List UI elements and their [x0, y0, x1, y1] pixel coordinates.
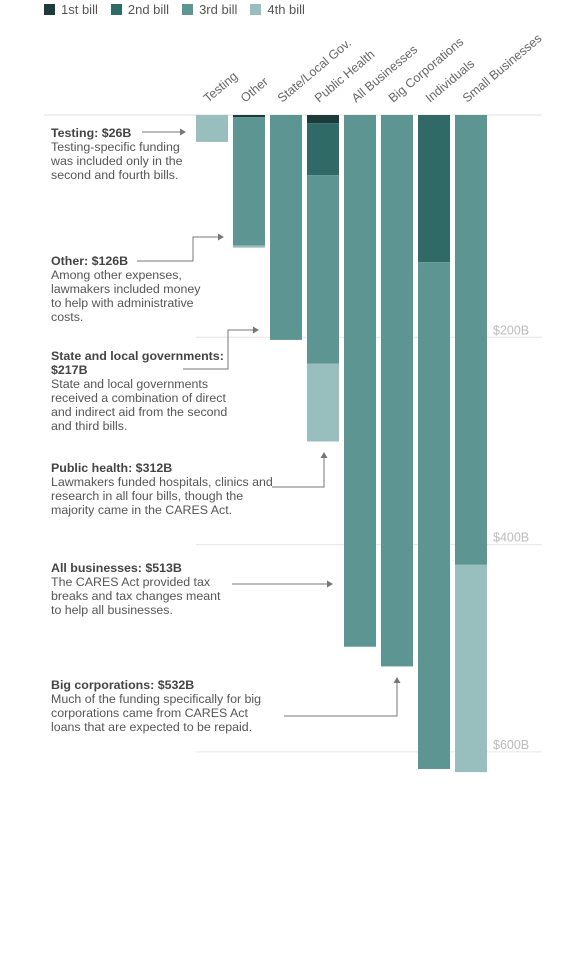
annotation-body: The CARES Act provided tax breaks and ta… — [51, 575, 221, 617]
bar-segment — [344, 115, 376, 647]
y-tick-label: $400B — [493, 531, 529, 545]
arrowhead — [327, 580, 333, 588]
legend-item: 4th bill — [250, 2, 305, 17]
legend-label: 2nd bill — [127, 1, 170, 17]
bar-segment — [307, 175, 339, 364]
y-tick-label: $600B — [493, 738, 529, 752]
annotation-testing: Testing: $26B Testing-specific funding w… — [51, 126, 186, 182]
annotation-title: State and local governments: $217B — [51, 349, 224, 377]
annotation-other: Other: $126B Among other expenses, lawma… — [51, 254, 211, 324]
annotation-leader — [137, 236, 222, 262]
annotation-body: State and local governments received a c… — [51, 377, 228, 433]
category-label: Other — [238, 74, 271, 105]
annotation-body: Lawmakers funded hospitals, clinics and … — [51, 475, 273, 517]
annotation-state-local: State and local governments: $217B State… — [51, 349, 236, 433]
legend-swatch — [44, 3, 55, 15]
annotation-leader — [284, 680, 398, 717]
annotation-leader — [183, 329, 257, 370]
annotation-body: Among other expenses, lawmakers included… — [51, 268, 201, 324]
legend-label: 4th bill — [267, 1, 305, 17]
annotation-title: Public health: $312B — [51, 461, 173, 475]
legend-swatch — [182, 3, 194, 15]
annotation-public-health: Public health: $312B Lawmakers funded ho… — [51, 461, 276, 517]
bar-segment — [307, 363, 339, 442]
annotation-body: Much of the funding specifically for big… — [51, 692, 262, 734]
legend-swatch — [110, 3, 122, 15]
bar-segment — [270, 115, 302, 340]
legend: 1st bill 2nd bill 3rd bill 4th bill — [44, 1, 305, 17]
annotation-leader — [272, 455, 325, 488]
bar-segment — [233, 245, 265, 248]
bar-segment — [307, 123, 339, 176]
annotation-title: Big corporations: $532B — [51, 678, 195, 692]
legend-swatch — [250, 3, 262, 15]
annotation-body: Testing-specific funding was included on… — [51, 140, 183, 182]
annotation-all-businesses: All businesses: $513B The CARES Act prov… — [51, 561, 231, 617]
bar-segment — [381, 115, 413, 667]
bar-segment — [455, 115, 487, 565]
bar-segment — [196, 115, 228, 142]
annotation-title: Testing: $26B — [51, 126, 132, 140]
bar-segment — [233, 115, 265, 118]
category-label: Testing — [201, 69, 240, 105]
arrowhead — [393, 677, 401, 683]
arrowhead — [180, 128, 186, 136]
annotation-title: Other: $126B — [51, 254, 129, 268]
bar-segment — [455, 564, 487, 773]
legend-item: 2nd bill — [110, 1, 170, 17]
bar-segment — [233, 117, 265, 246]
bar-segment — [418, 262, 450, 770]
bar-segment — [418, 115, 450, 263]
legend-item: 3rd bill — [182, 2, 237, 17]
legend-item: 1st bill — [44, 2, 98, 17]
y-tick-label: $200B — [493, 323, 529, 337]
annotation-big-corporations: Big corporations: $532B Much of the fund… — [51, 678, 279, 734]
arrowhead — [320, 452, 328, 458]
arrowhead — [253, 326, 259, 334]
annotation-title: All businesses: $513B — [51, 561, 182, 575]
bar-segment — [307, 115, 339, 124]
legend-label: 3rd bill — [199, 1, 238, 17]
arrowhead — [218, 233, 224, 241]
legend-label: 1st bill — [61, 1, 98, 17]
